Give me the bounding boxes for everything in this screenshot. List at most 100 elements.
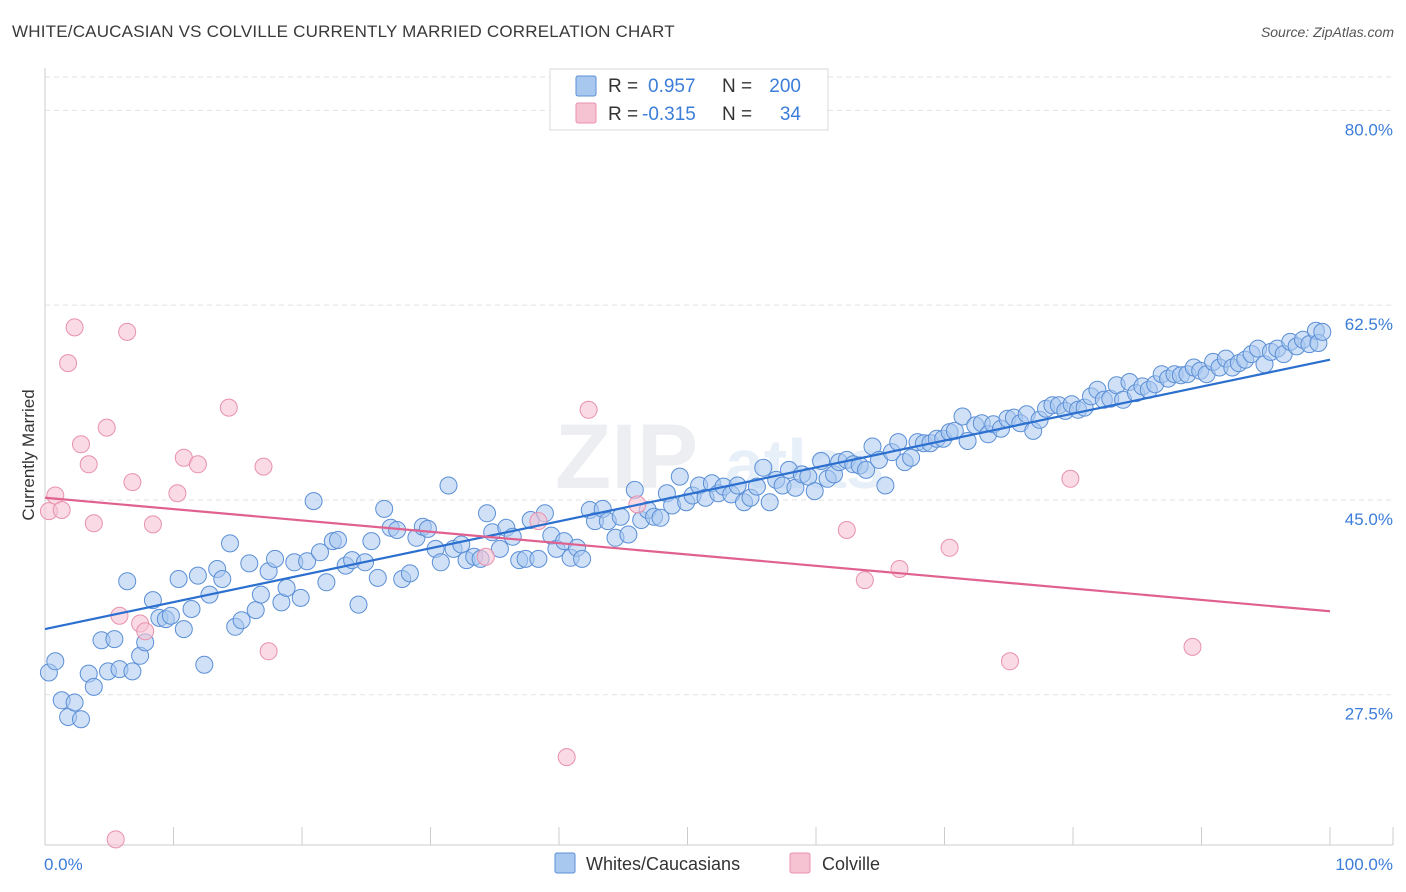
point-whites	[46, 652, 65, 671]
point-whites	[573, 549, 592, 568]
point-whites	[232, 611, 251, 630]
trend-lines	[44, 358, 1331, 631]
y-tick-label: 80.0%	[1345, 120, 1393, 139]
point-whites	[123, 662, 142, 681]
point-whites	[754, 458, 773, 477]
point-whites	[143, 591, 162, 610]
point-colville	[168, 484, 187, 503]
point-whites	[431, 553, 450, 572]
trend-line-whites	[44, 358, 1331, 631]
axes	[44, 68, 1394, 846]
point-colville	[855, 571, 874, 590]
point-colville	[890, 560, 909, 578]
point-colville	[476, 547, 495, 566]
series-swatch-colville	[789, 852, 811, 874]
point-whites	[439, 476, 458, 495]
point-whites	[368, 568, 387, 587]
point-colville	[79, 455, 98, 474]
point-colville	[259, 642, 278, 661]
point-whites	[619, 525, 638, 544]
point-colville	[84, 514, 103, 533]
point-whites	[1313, 322, 1332, 341]
y-axis-title: Currently Married	[19, 389, 38, 520]
point-whites	[311, 543, 329, 562]
legend-r-label-1: R =	[608, 76, 638, 97]
point-whites	[240, 554, 259, 573]
point-colville	[143, 515, 162, 534]
point-whites	[805, 482, 824, 501]
point-whites	[670, 467, 689, 486]
point-whites	[478, 504, 496, 523]
legend-n-value-2: 34	[780, 104, 802, 125]
point-whites	[317, 573, 336, 592]
point-colville	[59, 354, 78, 373]
legend-r-label-2: R =	[608, 104, 638, 125]
legend-swatch-blue	[575, 75, 597, 97]
point-whites	[953, 407, 972, 426]
point-whites	[213, 570, 232, 588]
point-whites	[246, 601, 265, 620]
legend-swatch-pink	[575, 102, 597, 124]
point-whites	[251, 585, 270, 604]
point-colville	[97, 418, 116, 437]
point-whites	[760, 493, 779, 512]
series-label-whites: Whites/Caucasians	[586, 854, 740, 874]
chart-title: WHITE/CAUCASIAN VS COLVILLE CURRENTLY MA…	[12, 22, 675, 41]
point-colville	[254, 457, 273, 476]
point-whites	[747, 477, 766, 496]
x-tick-label-max: 100.0%	[1335, 855, 1393, 874]
point-colville	[557, 748, 576, 767]
point-colville	[65, 318, 84, 337]
point-whites	[182, 600, 201, 618]
point-whites	[72, 710, 90, 729]
legend-n-value-1: 200	[769, 76, 801, 97]
data-points	[39, 318, 1332, 849]
point-colville	[1061, 469, 1080, 488]
y-tick-label: 27.5%	[1345, 705, 1393, 724]
point-colville	[106, 830, 125, 849]
point-whites	[188, 566, 207, 585]
point-whites	[277, 578, 296, 597]
point-colville	[1183, 637, 1202, 656]
point-colville	[219, 398, 238, 417]
gridlines: 27.5% 45.0% 62.5% 80.0%	[45, 76, 1393, 724]
series-swatch-whites	[554, 852, 576, 874]
point-whites	[174, 620, 193, 639]
point-colville	[72, 435, 90, 454]
point-whites	[651, 508, 670, 527]
point-colville	[579, 400, 598, 419]
point-whites	[169, 570, 188, 588]
point-colville	[837, 521, 856, 539]
point-whites	[362, 532, 381, 551]
point-whites	[400, 564, 419, 583]
point-colville	[136, 622, 155, 641]
point-whites	[304, 492, 323, 511]
trend-line-colville	[44, 496, 1331, 613]
legend-r-value-1: 0.957	[648, 76, 696, 97]
point-whites	[418, 519, 437, 538]
point-whites	[221, 534, 239, 553]
point-colville	[940, 538, 959, 557]
point-colville	[1001, 652, 1019, 671]
point-whites	[349, 595, 368, 614]
point-whites	[266, 549, 284, 568]
point-whites	[902, 448, 921, 467]
legend-r-value-2: -0.315	[642, 104, 696, 125]
point-colville	[118, 322, 137, 341]
point-whites	[195, 655, 214, 674]
point-whites	[84, 677, 103, 696]
correlation-legend: R = 0.957 N = 200 R = -0.315 N = 34	[549, 68, 829, 131]
point-whites	[161, 606, 180, 625]
point-whites	[452, 535, 471, 554]
point-whites	[105, 630, 124, 649]
point-whites	[857, 460, 876, 479]
point-whites	[298, 552, 317, 571]
legend-n-label-2: N =	[722, 104, 752, 125]
point-whites	[375, 499, 394, 518]
y-tick-label: 45.0%	[1345, 510, 1393, 529]
point-whites	[65, 693, 84, 712]
point-whites	[291, 588, 310, 607]
y-tick-label: 62.5%	[1345, 315, 1393, 334]
source-label: Source: ZipAtlas.com	[1260, 24, 1394, 40]
